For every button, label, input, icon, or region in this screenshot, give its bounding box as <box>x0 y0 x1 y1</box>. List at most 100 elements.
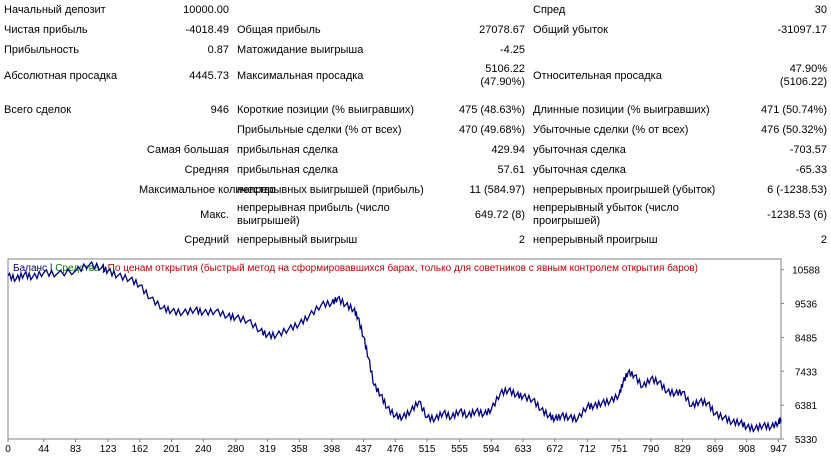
report-table: Начальный депозит 10000.00 Спред 30 Чистая п… <box>0 0 831 246</box>
report-label: Длинные позиции (% выигравших) <box>533 103 710 116</box>
report-value: Максимальное количество <box>139 183 276 196</box>
report-value: 476 (50.32%) <box>760 123 827 136</box>
report-label: Прибыльность <box>4 43 79 56</box>
x-tick-label: 908 <box>738 444 755 455</box>
report-value: 57.61 <box>497 163 525 176</box>
report-value: 4445.73 <box>189 69 229 82</box>
report-label <box>529 40 721 60</box>
report-label: убыточная сделка <box>533 163 626 176</box>
report-row: Прибыльные сделки (% от всех) 470 (49.68%… <box>0 120 831 140</box>
report-label <box>0 92 135 100</box>
x-tick-label: 0 <box>5 444 11 455</box>
x-tick-label: 162 <box>131 444 148 455</box>
report-value: 429.94 <box>491 143 525 156</box>
y-tick-label: 5330 <box>795 435 818 446</box>
report-label: Матожидание выигрыша <box>237 43 364 56</box>
x-tick-label: 790 <box>642 444 659 455</box>
report-value: -31097.17 <box>777 23 827 36</box>
report-label: прибыльная сделка <box>237 143 339 156</box>
report-value: 2 <box>518 233 525 246</box>
y-tick-label: 8485 <box>795 333 818 344</box>
report-label <box>0 180 135 200</box>
report-label <box>0 200 135 230</box>
report-row: Абсолютная просадка 4445.73 Максимальная п… <box>0 60 831 92</box>
report-value <box>135 92 233 100</box>
x-tick-label: 633 <box>515 444 532 455</box>
report-value <box>433 92 529 100</box>
x-tick-label: 712 <box>579 444 596 455</box>
report-label <box>0 160 135 180</box>
report-value: Макс. <box>200 208 229 221</box>
report-summary: Начальный депозит 10000.00 Спред 30 Чистая п… <box>0 0 831 246</box>
x-tick-label: 751 <box>611 444 628 455</box>
report-value: 0.87 <box>207 43 229 56</box>
report-row: Чистая прибыль -4018.49 Общая прибыль 27078… <box>0 20 831 40</box>
report-label: прибыльная сделка <box>237 163 339 176</box>
report-value: 649.72 (8) <box>474 208 525 221</box>
report-value: -65.33 <box>795 163 827 176</box>
report-value <box>721 92 831 100</box>
report-label: Общий убыток <box>533 23 608 36</box>
report-label: убыточная сделка <box>533 143 626 156</box>
report-label: Короткие позиции (% выигравших) <box>237 103 415 116</box>
x-tick-label: 672 <box>546 444 563 455</box>
report-label: Начальный депозит <box>4 3 106 16</box>
report-label: Убыточные сделки (% от всех) <box>533 123 689 136</box>
report-value: 470 (49.68%) <box>458 123 525 136</box>
report-label <box>233 92 433 100</box>
report-label: непрерывных выигрышей (прибыль) <box>237 183 424 196</box>
x-tick-label: 280 <box>227 444 244 455</box>
report-row: Самая большая прибыльная сделка 429.94 убыт… <box>0 140 831 160</box>
report-row: Прибыльность 0.87 Матожидание выигрыша -4.2… <box>0 40 831 60</box>
report-label: Относительная просадка <box>533 69 662 82</box>
report-value: 471 (50.74%) <box>760 103 827 116</box>
balance-chart-svg: Баланс | Средства | По ценам открытия (б… <box>5 258 820 455</box>
y-tick-label: 6381 <box>795 401 818 412</box>
x-tick-label: 201 <box>163 444 180 455</box>
x-tick-label: 594 <box>483 444 500 455</box>
legend-separator: | <box>47 263 55 274</box>
report-value: Средняя <box>184 163 229 176</box>
y-tick-label: 7433 <box>795 367 818 378</box>
report-row: Средняя прибыльная сделка 57.61 убыточная с… <box>0 160 831 180</box>
report-value: -703.57 <box>789 143 827 156</box>
report-value: -4.25 <box>499 43 525 56</box>
x-tick-label: 319 <box>259 444 276 455</box>
report-value: 30 <box>814 3 827 16</box>
x-tick-label: 829 <box>674 444 691 455</box>
report-label: непрерывная прибыль (число выигрышей) <box>237 202 390 227</box>
report-label: Абсолютная просадка <box>4 69 118 82</box>
report-label: Общая прибыль <box>237 23 321 36</box>
report-value: 5106.22 (47.90%) <box>480 63 525 88</box>
chart-plot-area <box>7 258 782 440</box>
report-value: Средний <box>184 233 229 246</box>
report-label: непрерывных проигрышей (убыток) <box>533 183 716 196</box>
report-value: -1238.53 (6) <box>767 208 827 221</box>
balance-chart: Баланс | Средства | По ценам открытия (б… <box>0 257 831 463</box>
report-label <box>233 0 433 20</box>
x-tick-label: 358 <box>291 444 308 455</box>
report-value <box>433 0 529 20</box>
report-row: Максимальное количество непрерывных выигр… <box>0 180 831 200</box>
report-label <box>529 92 721 100</box>
x-tick-label: 123 <box>100 444 117 455</box>
report-value: 6 (-1238.53) <box>767 183 827 196</box>
x-tick-label: 398 <box>324 444 341 455</box>
series-line-balance <box>7 260 782 434</box>
report-value: 946 <box>210 103 229 116</box>
x-tick-label: 515 <box>419 444 436 455</box>
legend-note: По ценам открытия (быстрый метод на сфор… <box>108 262 698 274</box>
report-value: -4018.49 <box>185 23 229 36</box>
chart-legend: Баланс | Средства | По ценам открытия (б… <box>13 262 698 274</box>
report-label: непрерывный выигрыш <box>237 233 358 246</box>
report-value: 475 (48.63%) <box>458 103 525 116</box>
x-tick-label: 437 <box>355 444 372 455</box>
y-tick-label: 10588 <box>792 266 820 277</box>
report-value: Самая большая <box>146 143 229 156</box>
legend-balance: Баланс <box>13 263 47 274</box>
x-tick-label: 83 <box>70 444 82 455</box>
report-value: 2 <box>820 233 827 246</box>
report-row <box>0 92 831 100</box>
report-label: Всего сделок <box>4 103 72 116</box>
report-label: Прибыльные сделки (% от всех) <box>237 123 402 136</box>
